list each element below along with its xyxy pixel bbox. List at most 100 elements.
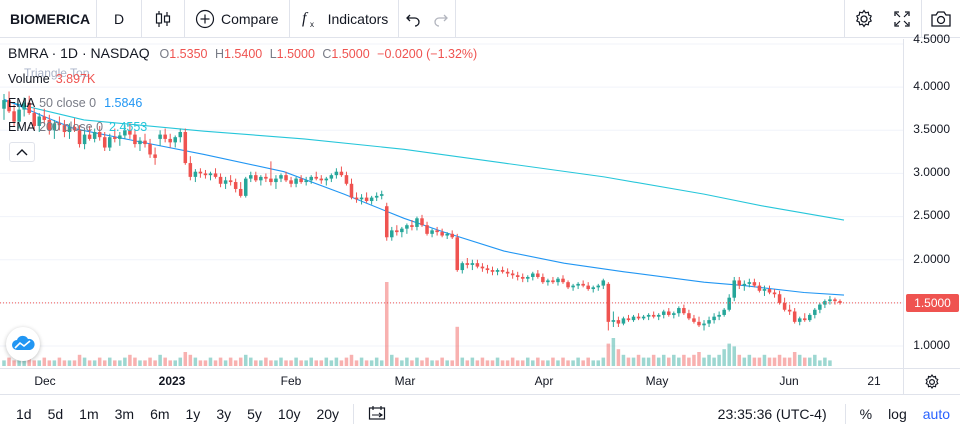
time-label: 2023 — [158, 374, 186, 388]
candle-body — [782, 302, 787, 310]
range-3m-button[interactable]: 3m — [114, 406, 135, 422]
price-chart[interactable] — [0, 39, 903, 368]
ema200-line — [3, 100, 845, 221]
price-label: 1.0000 — [913, 338, 950, 352]
legend-symbol[interactable]: BMRA — [8, 45, 48, 61]
candles-icon — [155, 10, 171, 27]
undo-button[interactable] — [399, 0, 427, 38]
range-1d-button[interactable]: 1d — [16, 406, 32, 422]
candle-body — [279, 175, 283, 179]
volume-bar — [661, 354, 666, 366]
volume-bar — [556, 360, 560, 366]
redo-button[interactable] — [427, 0, 455, 38]
time-axis[interactable]: Dec 2023 Feb Mar Apr May Jun 21 — [0, 368, 960, 395]
candle-body — [183, 132, 188, 164]
divider — [844, 0, 845, 38]
candle-body — [339, 171, 344, 176]
candle-body — [556, 278, 560, 283]
volume-bar — [440, 357, 444, 366]
candle-body — [455, 237, 460, 271]
chart-pane[interactable]: BMRA · 1D · NASDAQ O1.5350 H1.5400 L1.50… — [0, 39, 960, 368]
volume-legend[interactable]: Volume 3.897K — [8, 72, 95, 86]
volume-bar — [742, 357, 747, 366]
range-6m-button[interactable]: 6m — [150, 406, 170, 422]
range-1y-button[interactable]: 1y — [185, 406, 201, 422]
candle-body — [107, 137, 112, 148]
fullscreen-button[interactable] — [883, 0, 921, 38]
price-scale[interactable]: 4.5000 4.0000 3.5000 3.0000 2.5000 2.000… — [903, 32, 960, 368]
volume-bar — [213, 360, 218, 366]
candle-body — [818, 304, 822, 310]
candle-body — [102, 137, 107, 148]
candle-body — [838, 301, 842, 303]
candle-body — [747, 282, 752, 284]
candle-body — [425, 225, 429, 234]
divider — [455, 0, 457, 38]
volume-value: 3.897K — [55, 72, 96, 86]
candle-body — [737, 280, 742, 286]
volume-bar — [787, 357, 792, 366]
range-20y-button[interactable]: 20y — [316, 406, 340, 422]
percent-scale-button[interactable]: % — [859, 406, 873, 422]
divider — [141, 0, 142, 38]
close-label: C — [322, 47, 332, 61]
collapse-legend-button[interactable] — [9, 142, 35, 162]
volume-bar — [828, 360, 832, 366]
log-scale-button[interactable]: log — [888, 406, 907, 422]
volume-bar — [87, 360, 92, 366]
candle-body — [259, 176, 263, 181]
ema50-legend[interactable]: EMA 50 close 0 1.5846 — [8, 96, 142, 110]
range-5y-button[interactable]: 5y — [247, 406, 262, 422]
candle-body — [17, 109, 21, 122]
candle-body — [722, 309, 726, 315]
compare-button[interactable]: Compare — [185, 0, 289, 38]
candle-body — [415, 218, 419, 227]
goto-date-button[interactable] — [360, 405, 394, 424]
settings-button[interactable] — [845, 0, 883, 38]
symbol-search[interactable]: BIOMERICA — [10, 10, 91, 27]
volume-bar — [823, 357, 827, 366]
candle-body — [304, 180, 308, 183]
tradingview-logo-button[interactable] — [6, 327, 40, 361]
volume-bar — [702, 357, 706, 366]
range-5d-button[interactable]: 5d — [47, 406, 64, 422]
volume-bar — [188, 354, 193, 366]
candle-body — [651, 314, 656, 317]
volume-bar — [576, 357, 580, 366]
candle-body — [596, 285, 601, 288]
timezone-button[interactable]: 23:35:36 (UTC-4) — [717, 406, 827, 422]
time-label: Apr — [534, 374, 554, 388]
volume-bar — [802, 357, 807, 366]
divider — [353, 404, 355, 424]
range-1m-button[interactable]: 1m — [79, 406, 99, 422]
volume-bar — [203, 360, 208, 366]
auto-scale-button[interactable]: auto — [922, 406, 950, 422]
volume-bar — [500, 360, 505, 366]
volume-bar — [27, 354, 31, 366]
divider — [96, 0, 97, 38]
candle-body — [62, 125, 67, 133]
volume-bar — [797, 354, 802, 366]
calendar-range-icon — [368, 405, 386, 420]
scale-settings-button[interactable] — [922, 372, 942, 392]
chart-type-button[interactable] — [142, 0, 184, 38]
volume-bar — [551, 357, 555, 366]
snapshot-button[interactable] — [922, 0, 960, 38]
candle-body — [510, 273, 515, 276]
candle-body — [717, 314, 721, 317]
ema50-line — [3, 98, 845, 296]
volume-bar — [470, 357, 475, 366]
range-3y-button[interactable]: 3y — [216, 406, 232, 422]
indicators-button[interactable]: f x Indicators — [290, 0, 399, 38]
range-10y-button[interactable]: 10y — [277, 406, 301, 422]
interval-button[interactable]: D — [113, 10, 125, 27]
legend-sep: · — [81, 45, 87, 61]
volume-bar — [465, 360, 470, 366]
ema200-legend[interactable]: EMA 200 close 0 2.4553 — [8, 120, 147, 134]
price-label: 2.5000 — [913, 208, 950, 222]
volume-bar — [158, 354, 162, 366]
volume-bar — [752, 357, 757, 366]
volume-bar — [813, 354, 817, 366]
volume-bar — [52, 360, 57, 366]
candle-body — [213, 173, 218, 177]
